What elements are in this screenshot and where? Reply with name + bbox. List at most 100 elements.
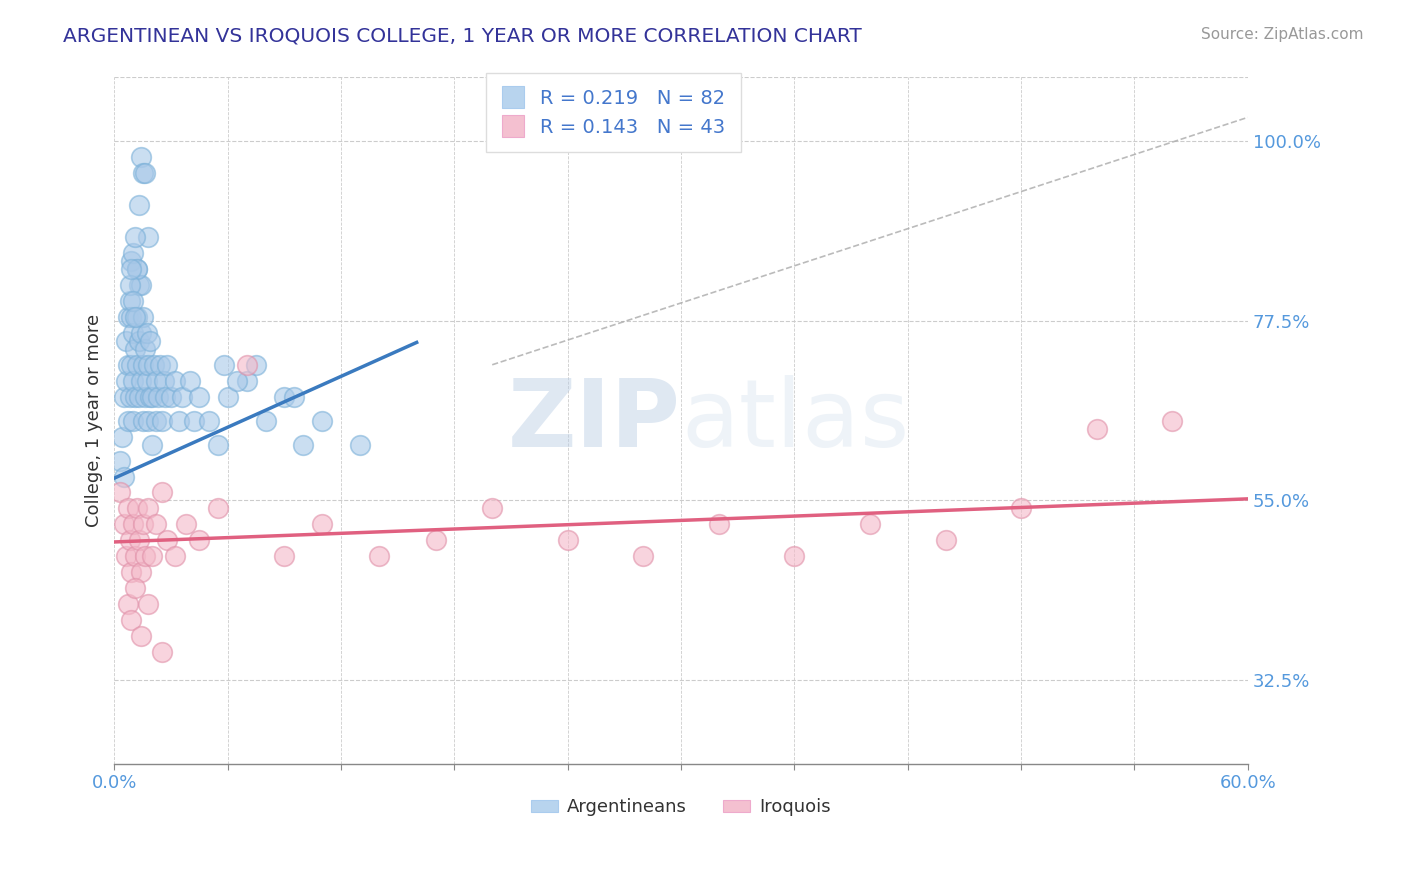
Point (139, 390, 162, 404)
Point (111, 429, 134, 443)
Point (138, 597, 160, 611)
Point (160, 390, 183, 404)
Point (141, 549, 163, 564)
Point (273, 549, 295, 564)
Point (188, 390, 211, 404)
Point (145, 517, 167, 532)
Point (117, 358, 139, 372)
Point (273, 390, 295, 404)
Point (134, 549, 156, 564)
Point (124, 230, 146, 244)
Point (122, 517, 145, 532)
Point (150, 414, 173, 428)
Point (367, 549, 389, 564)
Point (212, 358, 235, 372)
Point (124, 390, 146, 404)
Point (183, 414, 205, 428)
Point (141, 390, 163, 404)
Point (122, 374, 145, 388)
Y-axis label: College, 1 year or more: College, 1 year or more (86, 314, 103, 527)
Point (188, 533, 211, 548)
Point (198, 414, 221, 428)
Point (1161, 414, 1184, 428)
Point (254, 414, 277, 428)
Point (150, 485, 173, 500)
Point (125, 310, 148, 324)
Point (122, 293, 145, 308)
Point (163, 549, 186, 564)
Point (128, 198, 150, 212)
Point (129, 566, 152, 580)
Point (132, 166, 155, 180)
Point (132, 358, 155, 372)
Point (129, 374, 152, 388)
Text: ZIP: ZIP (508, 375, 681, 467)
Point (132, 517, 155, 532)
Point (134, 166, 156, 180)
Point (120, 310, 142, 324)
Point (122, 414, 145, 428)
Point (152, 374, 174, 388)
Point (155, 390, 177, 404)
Point (481, 501, 503, 516)
Point (633, 549, 655, 564)
Point (129, 326, 152, 340)
Point (150, 645, 173, 659)
Point (128, 390, 150, 404)
Point (138, 230, 160, 244)
Point (117, 414, 139, 428)
Point (128, 334, 150, 348)
Point (217, 390, 239, 404)
Point (707, 517, 730, 532)
Point (117, 501, 139, 516)
Legend: Argentineans, Iroquois: Argentineans, Iroquois (524, 791, 838, 823)
Point (132, 310, 155, 324)
Point (108, 485, 131, 500)
Point (179, 374, 201, 388)
Point (235, 358, 257, 372)
Point (118, 533, 141, 548)
Point (311, 414, 333, 428)
Point (120, 262, 142, 277)
Point (935, 533, 957, 548)
Point (118, 277, 141, 292)
Point (129, 277, 152, 292)
Point (120, 254, 142, 268)
Point (125, 262, 148, 277)
Text: ARGENTINEAN VS IROQUOIS COLLEGE, 1 YEAR OR MORE CORRELATION CHART: ARGENTINEAN VS IROQUOIS COLLEGE, 1 YEAR … (63, 27, 862, 45)
Point (138, 358, 160, 372)
Point (112, 390, 135, 404)
Point (124, 342, 146, 356)
Point (859, 517, 882, 532)
Point (149, 358, 172, 372)
Point (122, 326, 145, 340)
Point (1085, 422, 1108, 436)
Point (349, 437, 371, 451)
Point (226, 374, 249, 388)
Point (124, 549, 146, 564)
Point (128, 277, 150, 292)
Point (134, 390, 156, 404)
Point (108, 453, 131, 467)
Point (122, 246, 145, 260)
Point (125, 501, 148, 516)
Point (207, 501, 229, 516)
Point (145, 374, 167, 388)
Point (132, 414, 155, 428)
Point (156, 533, 179, 548)
Point (145, 414, 167, 428)
Point (120, 566, 142, 580)
Point (135, 326, 157, 340)
Point (783, 549, 806, 564)
Point (114, 334, 136, 348)
Point (112, 517, 135, 532)
Point (557, 533, 579, 548)
Point (138, 501, 160, 516)
Point (174, 517, 197, 532)
Point (114, 374, 136, 388)
Point (139, 334, 162, 348)
Point (117, 310, 139, 324)
Point (112, 469, 135, 483)
Point (141, 437, 163, 451)
Point (118, 293, 141, 308)
